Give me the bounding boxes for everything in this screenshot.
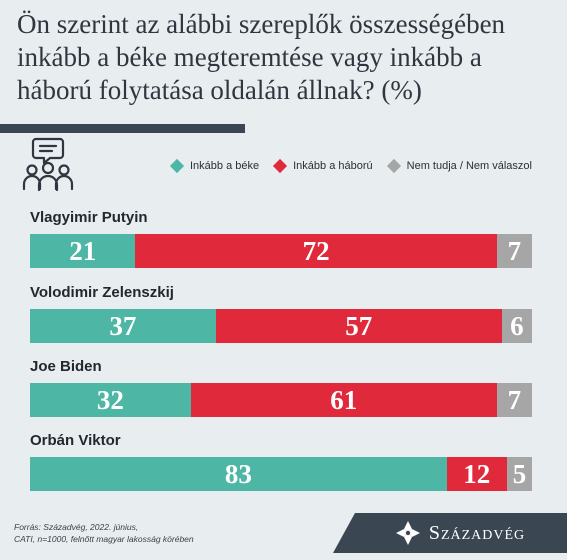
bar-segment-war: 57	[215, 309, 502, 343]
legend-item-unknown: Nem tudja / Nem válaszol	[386, 158, 532, 174]
bar-segment-war: 72	[135, 234, 497, 268]
title-divider	[0, 124, 245, 133]
legend-item-peace: Inkább a béke	[169, 158, 260, 174]
bar-segment-peace: 21	[30, 234, 136, 268]
chart-legend: Inkább a béke Inkább a háború Nem tudja …	[169, 156, 548, 176]
legend-label-peace: Inkább a béke	[190, 160, 260, 172]
bar-segment-war: 12	[446, 457, 507, 491]
row-label-orban-viktor: Orbán Viktor	[30, 432, 121, 449]
bar-segment-unknown: 7	[496, 383, 532, 417]
bar-volodimir-zelenszkij: 37 57 6	[30, 309, 532, 343]
brand-banner: Századvég	[333, 513, 567, 553]
diamond-ornament-icon	[395, 521, 420, 545]
chart-title: Ön szerint az alábbi szereplők összesség…	[17, 9, 506, 105]
source-line-2: CATI, n=1000, felnőtt magyar lakosság kö…	[14, 534, 194, 544]
bar-joe-biden: 32 61 7	[30, 383, 532, 417]
bar-segment-unknown: 6	[501, 309, 532, 343]
bar-orban-viktor: 83 12 5	[30, 457, 532, 491]
legend-item-war: Inkább a háború	[273, 158, 373, 174]
brand-name: Századvég	[428, 521, 526, 544]
bar-segment-peace: 32	[30, 383, 191, 417]
bar-segment-peace: 83	[30, 457, 447, 491]
legend-label-war: Inkább a háború	[293, 160, 373, 172]
row-label-volodimir-zelenszkij: Volodimir Zelenszkij	[30, 284, 174, 301]
row-label-vlagyimir-putyin: Vlagyimir Putyin	[30, 209, 148, 226]
source-line-1: Forrás: Századvég, 2022. június,	[14, 522, 139, 532]
bar-segment-war: 61	[190, 383, 497, 417]
source-note: Forrás: Századvég, 2022. június, CATI, n…	[14, 521, 194, 545]
row-label-joe-biden: Joe Biden	[30, 358, 102, 375]
people-discussion-icon	[22, 137, 74, 192]
bar-segment-unknown: 5	[506, 457, 532, 491]
bar-segment-peace: 37	[30, 309, 216, 343]
legend-label-unknown: Nem tudja / Nem válaszol	[406, 160, 532, 172]
bar-vlagyimir-putyin: 21 72 7	[30, 234, 532, 268]
bar-segment-unknown: 7	[496, 234, 532, 268]
